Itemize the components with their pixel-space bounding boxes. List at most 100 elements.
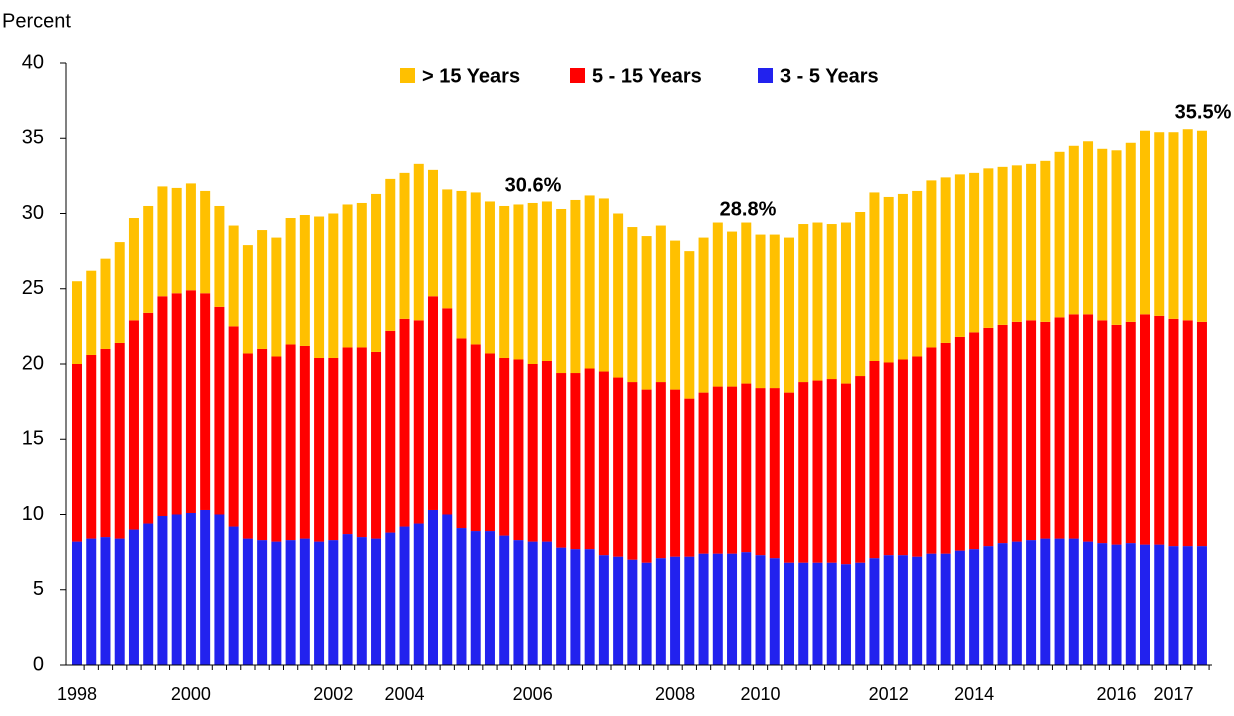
bar-segment	[527, 364, 538, 542]
bar-segment	[513, 204, 524, 360]
bar-segment	[1054, 151, 1065, 318]
bar-segment	[541, 541, 552, 665]
bar-segment	[798, 382, 809, 563]
x-tick-label: 2000	[171, 684, 211, 704]
bar-segment	[613, 377, 624, 557]
bar-segment	[328, 540, 339, 665]
bar-segment	[86, 538, 97, 665]
annotation: 28.8%	[720, 198, 777, 220]
bar-segment	[556, 373, 567, 548]
bar-segment	[513, 540, 524, 665]
bar-segment	[1111, 544, 1122, 665]
bar-segment	[897, 555, 908, 665]
bar-segment	[1196, 321, 1207, 547]
bar-segment	[655, 225, 666, 383]
bar-segment	[598, 555, 609, 665]
bar-segment	[1168, 132, 1179, 319]
bar-segment	[684, 251, 695, 399]
bar-segment	[399, 172, 410, 319]
bar-segment	[1182, 546, 1193, 665]
bar-segment	[855, 562, 866, 665]
bar-segment	[185, 290, 196, 513]
bar-segment	[912, 190, 923, 357]
bar-segment	[413, 163, 424, 321]
bar-segment	[655, 558, 666, 665]
bar-segment	[698, 237, 709, 393]
bar-segment	[342, 534, 353, 665]
bar-segment	[840, 222, 851, 384]
legend-swatch	[758, 68, 773, 83]
bar-segment	[385, 330, 396, 533]
bar-segment	[570, 373, 581, 550]
bar-segment	[214, 306, 225, 515]
bar-segment	[769, 558, 780, 665]
bar-segment	[143, 312, 154, 524]
bar-segment	[456, 528, 467, 665]
legend-swatch	[400, 68, 415, 83]
bar-segment	[1026, 540, 1037, 665]
bar-segment	[684, 398, 695, 557]
bar-segment	[271, 356, 282, 542]
bar-segment	[983, 327, 994, 547]
x-tick-label: 1998	[57, 684, 97, 704]
bar-segment	[314, 216, 325, 358]
bar-segment	[499, 357, 510, 536]
bar-segment	[983, 546, 994, 665]
bar-segment	[912, 356, 923, 557]
bar-segment	[584, 549, 595, 665]
bar-segment	[456, 190, 467, 339]
bar-segment	[385, 178, 396, 331]
bar-segment	[413, 523, 424, 665]
bar-segment	[1140, 130, 1150, 315]
bar-segment	[897, 193, 908, 360]
bar-segment	[328, 357, 339, 541]
bar-segment	[342, 204, 353, 348]
x-tick-label: 2012	[869, 684, 909, 704]
bar-segment	[185, 183, 196, 291]
bar-segment	[926, 180, 937, 348]
bar-segment	[271, 541, 282, 665]
bar-segment	[840, 383, 851, 565]
bar-segment	[114, 242, 125, 343]
legend-label: 3 - 5 Years	[780, 65, 879, 87]
bar-segment	[855, 376, 866, 563]
y-axis-label: Percent	[2, 10, 71, 32]
bar-segment	[1011, 165, 1022, 322]
bar-segment	[627, 559, 638, 665]
bar-segment	[627, 382, 638, 560]
bar-segment	[1196, 130, 1207, 322]
bar-segment	[641, 389, 652, 563]
bar-segment	[527, 202, 538, 364]
bar-segment	[100, 537, 111, 665]
bar-segment	[1111, 150, 1122, 325]
bar-segment	[584, 368, 595, 550]
bar-segment	[727, 553, 738, 665]
bar-segment	[228, 326, 239, 527]
bar-segment	[1040, 160, 1051, 322]
bar-segment	[641, 562, 652, 665]
bar-segment	[314, 541, 325, 665]
bar-segment	[86, 354, 97, 539]
bar-segment	[442, 514, 453, 665]
bar-segment	[1011, 321, 1022, 542]
bar-segment	[969, 549, 980, 665]
bar-segment	[613, 213, 624, 378]
bar-segment	[86, 270, 97, 355]
bar-segment	[1168, 318, 1179, 547]
bar-segment	[1011, 541, 1022, 665]
bar-segment	[228, 526, 239, 665]
bar-segment	[1125, 543, 1136, 665]
bar-segment	[200, 509, 211, 665]
bar-segment	[1040, 538, 1051, 665]
x-tick-label: 2016	[1096, 684, 1136, 704]
bar-segment	[613, 556, 624, 665]
bar-segment	[242, 245, 253, 354]
bar-segment	[627, 227, 638, 383]
bar-segment	[954, 550, 965, 665]
bar-segment	[926, 553, 937, 665]
bar-segment	[100, 348, 111, 538]
bar-segment	[826, 379, 837, 563]
bar-segment	[1182, 129, 1193, 321]
bar-segment	[399, 318, 410, 527]
y-tick-label: 40	[22, 51, 44, 73]
